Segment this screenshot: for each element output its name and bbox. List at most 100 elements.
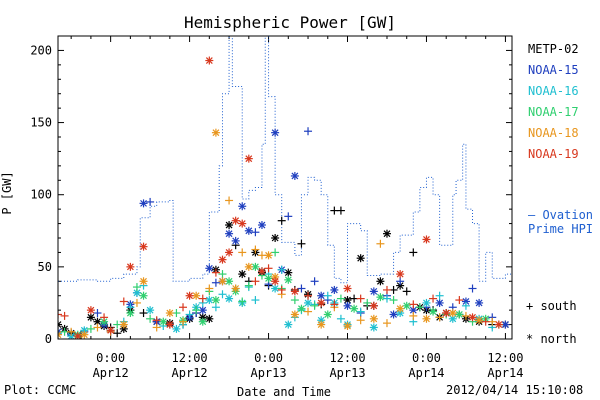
noaa-15-north-point <box>238 202 247 211</box>
noaa-17-north-point <box>376 293 385 302</box>
plot-timestamp: 2012/04/14 15:10:08 <box>446 383 584 397</box>
metp-02-south-point <box>409 248 418 257</box>
noaa-15-north-point <box>271 128 280 137</box>
noaa-17-north-point <box>350 304 359 313</box>
noaa-17-south-point <box>290 296 299 305</box>
noaa-17-north-point <box>126 309 135 318</box>
noaa-19-south-point <box>211 268 220 277</box>
noaa-15-north-point <box>435 298 444 307</box>
noaa-16-north-point <box>422 298 431 307</box>
noaa-18-south-point <box>179 317 188 326</box>
noaa-17-north-point <box>139 291 148 300</box>
south-marker-key: + south <box>526 299 577 313</box>
x-tick-label-time: 12:00 <box>329 351 365 365</box>
noaa-19-south-point <box>429 294 438 303</box>
noaa-15-south-point <box>304 127 313 136</box>
noaa-17-south-point <box>238 297 247 306</box>
metp-02-north-point <box>271 234 280 242</box>
noaa-16-south-point <box>461 301 470 310</box>
noaa-18-south-point <box>304 307 313 316</box>
noaa-15-north-point <box>139 199 148 208</box>
metp-02-south-point <box>336 206 345 215</box>
noaa-16-south-point <box>382 294 391 303</box>
noaa-16-south-point <box>218 290 227 299</box>
noaa-19-south-point <box>152 316 161 325</box>
noaa-19-north-point <box>73 332 82 339</box>
noaa-17-north-point <box>402 301 411 310</box>
noaa-17-north-point <box>429 307 438 316</box>
noaa-18-south-point <box>461 311 470 320</box>
metp-02-north-point <box>205 314 214 323</box>
noaa-15-north-point <box>244 226 253 235</box>
x-tick-label-time: 12:00 <box>487 351 523 365</box>
noaa-15-north-point <box>389 310 398 319</box>
noaa-18-north-point <box>396 304 405 313</box>
y-tick-label: 150 <box>30 116 52 130</box>
x-tick-label-date: Apr14 <box>487 366 523 380</box>
noaa-17-north-point <box>455 310 464 319</box>
noaa-16-north-point <box>146 306 155 315</box>
noaa-18-north-point <box>317 320 326 329</box>
noaa-17-south-point <box>363 298 372 307</box>
noaa-17-north-point <box>323 310 332 319</box>
noaa-19-north-point <box>139 242 148 251</box>
noaa-17-south-point <box>218 270 227 279</box>
noaa-15-north-point <box>290 171 299 180</box>
x-tick-label-date: Apr12 <box>93 366 129 380</box>
noaa-18-south-point <box>238 248 247 257</box>
noaa-19-north-point <box>442 309 451 318</box>
noaa-18-north-point <box>343 322 352 331</box>
noaa-16-south-point <box>356 307 365 316</box>
metp-02-south-point <box>297 239 306 248</box>
noaa-15-north-point <box>257 221 266 230</box>
x-tick-label-time: 12:00 <box>172 351 208 365</box>
noaa-19-north-point <box>165 320 174 329</box>
noaa-19-south-point <box>179 303 188 312</box>
noaa-15-north-point <box>205 264 214 273</box>
x-tick-label-time: 0:00 <box>254 351 283 365</box>
noaa-18-south-point <box>93 323 102 332</box>
noaa-19-north-point <box>369 301 378 310</box>
noaa-18-south-point <box>152 323 161 332</box>
noaa-15-south-point <box>284 212 293 221</box>
noaa-17-south-point <box>336 294 345 303</box>
noaa-19-north-point <box>185 291 194 300</box>
noaa-17-south-point <box>310 301 319 310</box>
data-points-layer <box>58 56 510 339</box>
noaa-18-north-point <box>211 128 220 137</box>
metp-02-north-point <box>238 270 247 279</box>
noaa-19-north-point <box>244 154 253 163</box>
noaa-19-south-point <box>304 291 313 300</box>
noaa-18-south-point <box>382 319 391 328</box>
noaa-16-south-point <box>251 296 260 305</box>
noaa-16-north-point <box>369 323 378 332</box>
y-tick-label: 100 <box>30 188 52 202</box>
noaa-16-north-point <box>205 296 214 305</box>
noaa-19-north-point <box>238 219 247 228</box>
noaa-17-north-point <box>159 317 168 326</box>
noaa-18-north-point <box>244 262 253 271</box>
noaa-18-north-point <box>58 330 62 339</box>
x-tick-label-date: Apr12 <box>172 366 208 380</box>
noaa-18-north-point <box>139 277 148 286</box>
plot-frame <box>57 35 513 340</box>
noaa-18-north-point <box>369 314 378 323</box>
noaa-15-south-point <box>146 197 155 206</box>
noaa-19-north-point <box>205 56 214 65</box>
noaa-18-north-point <box>422 314 431 323</box>
noaa-19-north-point <box>218 255 227 264</box>
noaa-17-south-point <box>244 281 253 290</box>
noaa-19-south-point <box>60 311 69 320</box>
noaa-18-north-point <box>80 330 89 339</box>
noaa-15-south-point <box>310 277 319 286</box>
noaa-19-north-point <box>106 326 115 335</box>
noaa-18-north-point <box>290 310 299 319</box>
metp-02-north-point <box>58 320 62 329</box>
noaa-18-south-point <box>132 298 141 307</box>
x-axis-label: Date and Time <box>237 385 331 399</box>
noaa-17-north-point <box>211 296 220 305</box>
noaa-18-north-point <box>448 309 457 318</box>
noaa-19-north-point <box>126 262 135 271</box>
noaa-17-north-point <box>297 304 306 313</box>
metp-02-south-point <box>402 287 411 296</box>
